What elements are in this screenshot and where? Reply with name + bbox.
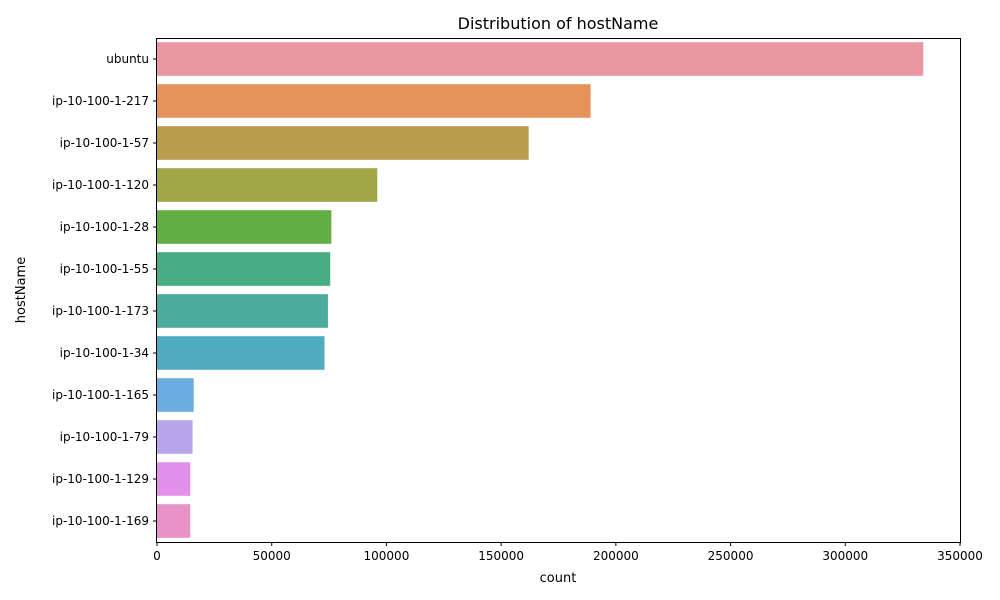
- bar-10: [157, 462, 191, 496]
- x-tick-label: 300000: [822, 549, 868, 563]
- y-tick-label: ip-10-100-1-55: [60, 262, 149, 276]
- bar-3: [157, 168, 378, 202]
- x-tick-label: 50000: [253, 549, 291, 563]
- x-tick-label: 100000: [364, 549, 410, 563]
- x-axis-ticks: 0 50000 100000 150000 200000 250000 300000 3500…: [153, 542, 983, 563]
- y-axis-ticks: ubuntu ip-10-100-1-217 ip-10-100-1-57 ip-10…: [52, 52, 157, 528]
- y-axis-label: hostName: [14, 257, 29, 323]
- plot-frame: [156, 38, 961, 543]
- bar-11: [157, 504, 191, 538]
- bar-9: [157, 420, 193, 454]
- bar-2: [157, 126, 529, 160]
- y-tick-label: ip-10-100-1-165: [52, 388, 149, 402]
- y-tick-label: ip-10-100-1-34: [60, 346, 149, 360]
- bar-6: [157, 294, 328, 328]
- x-tick-label: 150000: [478, 549, 524, 563]
- y-tick-label: ip-10-100-1-169: [52, 514, 149, 528]
- bars-group: [157, 42, 924, 538]
- chart-title: Distribution of hostName: [458, 14, 659, 33]
- y-tick-label: ubuntu: [106, 52, 149, 66]
- y-tick-label: ip-10-100-1-120: [52, 178, 149, 192]
- y-tick-label: ip-10-100-1-28: [60, 220, 149, 234]
- y-tick-label: ip-10-100-1-79: [60, 430, 149, 444]
- bar-0: [157, 42, 924, 76]
- x-axis-label: count: [540, 571, 577, 586]
- bar-7: [157, 336, 325, 370]
- y-tick-label: ip-10-100-1-217: [52, 94, 149, 108]
- x-tick-label: 250000: [708, 549, 754, 563]
- x-tick-label: 0: [153, 549, 161, 563]
- bar-1: [157, 84, 591, 118]
- x-tick-label: 200000: [593, 549, 639, 563]
- bar-8: [157, 378, 194, 412]
- bar-5: [157, 252, 331, 286]
- bar-4: [157, 210, 332, 244]
- y-tick-label: ip-10-100-1-173: [52, 304, 149, 318]
- y-tick-label: ip-10-100-1-129: [52, 472, 149, 486]
- y-tick-label: ip-10-100-1-57: [60, 136, 149, 150]
- x-tick-label: 350000: [937, 549, 983, 563]
